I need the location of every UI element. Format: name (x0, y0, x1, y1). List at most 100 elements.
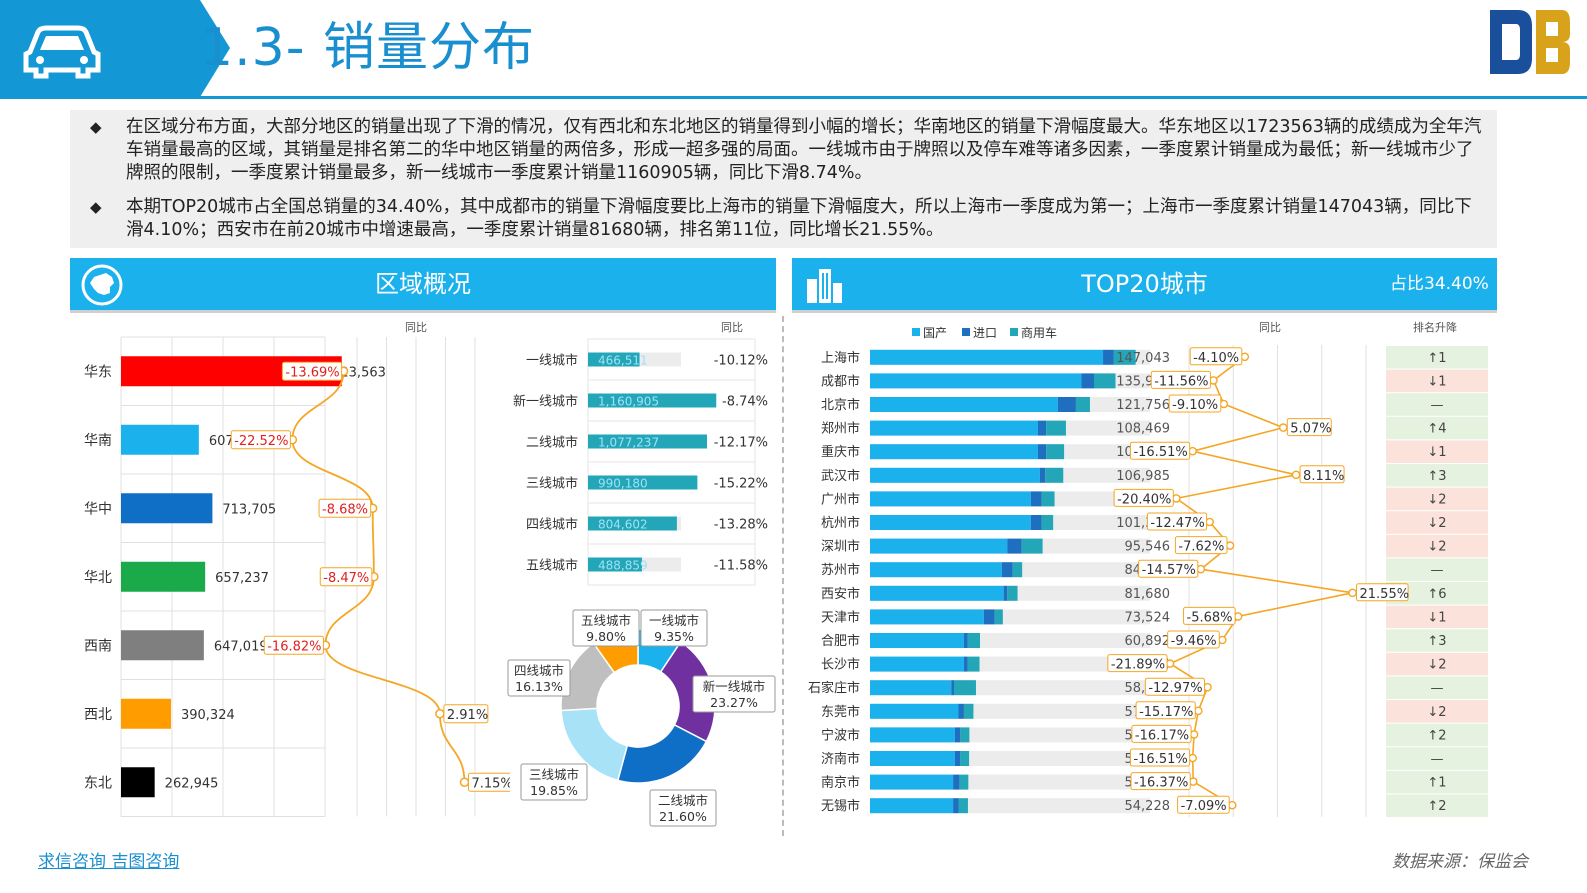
region-yoy-label: 2.91% (447, 708, 488, 723)
top20-bar-segment (870, 633, 964, 648)
top20-rank-cell (1386, 629, 1488, 652)
top20-rank-cell (1386, 652, 1488, 676)
top20-panel-header (792, 258, 1497, 310)
top20-rank-cell (1386, 511, 1488, 534)
top20-bar-segment (870, 467, 1040, 483)
region-value-label: 657,237 (215, 571, 269, 586)
donut-category-label: 四线城市 (514, 663, 564, 678)
top20-yoy-label: -7.09% (1181, 799, 1227, 814)
region-yoy-label-box (318, 498, 372, 518)
region-yoy-label-box (443, 704, 489, 724)
top20-rank-cell (1386, 770, 1488, 794)
top20-yoy-label: -11.56% (1154, 374, 1208, 389)
top20-yoy-label: -15.17% (1139, 705, 1193, 720)
donut-label-box (507, 659, 571, 697)
region-yoy-label: -22.52% (234, 434, 288, 449)
region-yoy-point (435, 709, 445, 719)
tier-category-label: 二线城市 (526, 435, 578, 451)
top20-city-label: 西安市 (821, 586, 860, 602)
region-category-label: 西南 (84, 638, 112, 654)
top20-rank-cell (1386, 416, 1488, 440)
tier-yoy-label: -8.74% (722, 395, 768, 410)
region-panel-title: 区域概况 (375, 270, 471, 298)
top20-rank-label: ↓2 (1427, 705, 1446, 720)
top20-yoy-label: -5.68% (1187, 610, 1233, 625)
donut-category-label: 一线城市 (649, 613, 699, 628)
top20-yoy-label-box (1138, 559, 1199, 578)
top20-city-label: 成都市 (821, 373, 860, 389)
top20-rank-label: — (1431, 398, 1444, 413)
top20-bar-segment (967, 656, 980, 672)
region-bar (121, 698, 171, 729)
top20-value-label: 60,892 (1125, 634, 1171, 649)
region-yoy-point (459, 777, 470, 787)
top20-city-label: 东莞市 (821, 704, 860, 720)
top20-city-label: 深圳市 (821, 539, 860, 555)
top20-yoy-label: 21.55% (1360, 587, 1410, 602)
top20-city-label: 济南市 (821, 751, 860, 767)
top20-bar-segment (870, 444, 1038, 460)
region-yoy-label: -8.68% (322, 502, 368, 517)
top20-bar-segment (1113, 349, 1136, 365)
top20-legend-swatch (962, 328, 970, 336)
top20-bar-segment (983, 609, 995, 625)
top20-yoy-label-box (1129, 748, 1191, 767)
top20-bar-segment (870, 751, 955, 766)
top20-rank-header: 排名升降 (1413, 320, 1457, 334)
top20-rank-label: ↑6 (1427, 587, 1446, 602)
top20-city-label: 天津市 (821, 609, 860, 625)
header-chevron (200, 0, 230, 97)
top20-legend-swatch (912, 328, 920, 336)
top20-value-label: 54,228 (1125, 799, 1171, 814)
top20-bar-segment (870, 373, 1082, 389)
top20-bar-segment (953, 798, 959, 814)
bullet-icon: ◆ (90, 198, 102, 216)
top20-city-label: 上海市 (821, 350, 860, 366)
top20-bar-segment (1007, 538, 1022, 554)
top20-city-label: 郑州市 (821, 421, 860, 437)
top20-yoy-label-box (1168, 394, 1222, 413)
region-yoy-label: 7.15% (471, 776, 510, 791)
region-category-label: 西北 (84, 707, 112, 723)
top20-bar-segment (953, 774, 960, 790)
donut-category-label: 二线城市 (658, 793, 708, 808)
top20-rank-cell (1386, 393, 1488, 416)
top20-yoy-point (1291, 470, 1301, 480)
top20-yoy-label: -20.40% (1117, 492, 1171, 507)
top20-bar-segment (960, 751, 970, 766)
region-bar (121, 767, 155, 798)
top20-bar-segment (870, 680, 952, 696)
top20-rank-cell (1386, 747, 1488, 770)
top20-city-label: 长沙市 (821, 657, 860, 673)
top20-yoy-label-box (1177, 795, 1230, 814)
top20-legend-label: 国产 (923, 326, 947, 340)
top20-bar-segment (870, 420, 1038, 436)
top20-bar-segment (870, 585, 1004, 601)
top20-bar-segment (1030, 491, 1042, 507)
top20-bar-segment (954, 680, 976, 696)
footer-source: 数据来源：保监会 (1392, 852, 1528, 872)
top20-city-label: 广州市 (821, 491, 860, 507)
footer-credit[interactable]: 求信咨询 吉图咨询 (38, 852, 180, 872)
region-bar (121, 630, 204, 661)
region-yoy-label-box (263, 635, 324, 655)
top20-yoy-label-box (1356, 583, 1409, 602)
top20-rank-label: — (1431, 681, 1444, 696)
top20-share: 占比34.40% (1390, 274, 1489, 294)
tier-yoy-header: 同比 (721, 321, 743, 334)
region-bar (121, 424, 199, 455)
top20-yoy-label-box (1286, 418, 1332, 437)
top20-bar-segment (1046, 420, 1066, 436)
top20-bar-segment (954, 727, 961, 743)
donut-label-box (692, 675, 776, 713)
top20-rank-cell (1386, 723, 1488, 747)
top20-bar-segment (870, 703, 959, 719)
top20-bar-segment (870, 798, 954, 814)
top20-bar-segment (870, 727, 955, 743)
top20-bar-segment (1094, 373, 1116, 389)
region-panel-header (70, 258, 776, 310)
top20-bar-segment (870, 562, 1002, 578)
summary-bullet-1: 在区域分布方面，大部分地区的销量出现了下滑的情况，仅有西北和东北地区的销量得到小… (126, 117, 1482, 183)
